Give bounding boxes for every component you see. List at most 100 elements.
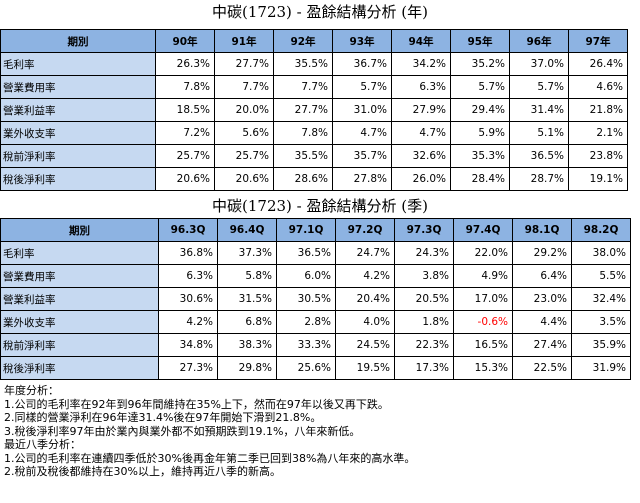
annual-cell: 4.7% [332,121,392,145]
quarterly-cell: 20.4% [335,287,395,311]
quarterly-cell: 6.8% [217,310,277,334]
annual-cell: 23.8% [568,144,628,168]
quarterly-cell: 20.5% [394,287,454,311]
quarterly-row-label: 稅後淨利率 [0,356,159,380]
notes-quarterly-heading: 最近八季分析： [4,438,81,451]
quarterly-cell: 17.3% [394,356,454,380]
annual-cell: 36.5% [509,144,569,168]
quarterly-cell: 4.2% [158,310,218,334]
annual-row: 營業利益率 18.5% 20.0% 27.7% 31.0% 27.9% 29.4% 31.4%… [0,98,628,122]
quarterly-col-header: 96.4Q [217,218,277,242]
annual-cell: 26.3% [155,52,215,76]
quarterly-cell: 4.0% [335,310,395,334]
annual-row-label: 稅後淨利率 [0,167,156,191]
quarterly-col-header: 98.2Q [571,218,631,242]
annual-cell: 21.8% [568,98,628,122]
quarterly-row: 稅前淨利率 34.8% 38.3% 33.3% 24.5% 22.3% 16.5% 27.4%… [0,333,631,357]
quarterly-col-header: 98.1Q [512,218,572,242]
annual-cell: 34.2% [391,52,451,76]
quarterly-cell: 30.5% [276,287,336,311]
annual-col-header: 94年 [391,29,451,53]
annual-col-header: 93年 [332,29,392,53]
annual-cell: 31.0% [332,98,392,122]
notes-line: 1.公司的毛利率在連續四季低於30%後再金年第二季已回到38%為八年來的高水準。 [4,451,416,465]
quarterly-cell: 36.8% [158,241,218,265]
annual-cell: 35.7% [332,144,392,168]
annual-cell: 20.0% [214,98,274,122]
annual-cell: 27.7% [273,98,333,122]
analysis-notes: 年度分析： 1.公司的毛利率在92年到96年間維持在35%上下，然而在97年以後… [4,384,636,479]
notes-line: 3.稅後淨利率97年由於業內與業外都不如預期跌到19.1%，八年來新低。 [4,424,361,438]
annual-cell: 37.0% [509,52,569,76]
quarterly-cell: 17.0% [453,287,513,311]
quarterly-cell: 36.5% [276,241,336,265]
annual-cell: 28.7% [509,167,569,191]
annual-row: 毛利率 26.3% 27.7% 35.5% 36.7% 34.2% 35.2% 37.0% 26… [0,52,628,76]
annual-cell: 7.7% [273,75,333,99]
quarterly-col-header: 96.3Q [158,218,218,242]
quarterly-cell: 24.5% [335,333,395,357]
annual-cell: 5.7% [509,75,569,99]
quarterly-cell: 23.0% [512,287,572,311]
annual-cell: 28.6% [273,167,333,191]
annual-cell: 26.0% [391,167,451,191]
quarterly-cell: 35.9% [571,333,631,357]
annual-cell: 26.4% [568,52,628,76]
annual-row-label: 營業費用率 [0,75,156,99]
quarterly-cell: 38.0% [571,241,631,265]
annual-cell: 4.7% [391,121,451,145]
annual-cell: 35.2% [450,52,510,76]
annual-cell: 36.7% [332,52,392,76]
annual-cell: 7.2% [155,121,215,145]
quarterly-cell: -0.6% [453,310,513,334]
annual-cell: 5.7% [450,75,510,99]
annual-cell: 20.6% [155,167,215,191]
quarterly-cell: 5.5% [571,264,631,288]
annual-cell: 35.5% [273,144,333,168]
quarterly-cell: 32.4% [571,287,631,311]
quarterly-row: 毛利率 36.8% 37.3% 36.5% 24.7% 24.3% 22.0% 29.2% 38… [0,241,631,265]
annual-row: 營業費用率 7.8% 7.7% 7.7% 5.7% 6.3% 5.7% 5.7% 4.6% [0,75,628,99]
quarterly-cell: 4.9% [453,264,513,288]
quarterly-cell: 15.3% [453,356,513,380]
quarterly-cell: 31.9% [571,356,631,380]
quarterly-row-label: 稅前淨利率 [0,333,159,357]
quarterly-cell: 38.3% [217,333,277,357]
quarterly-cell: 22.3% [394,333,454,357]
annual-cell: 5.6% [214,121,274,145]
notes-line: 1.公司的毛利率在92年到96年間維持在35%上下，然而在97年以後又再下跌。 [4,397,389,411]
quarterly-row-label: 業外收支率 [0,310,159,334]
quarterly-cell: 24.3% [394,241,454,265]
annual-col-header: 96年 [509,29,569,53]
quarterly-cell: 33.3% [276,333,336,357]
annual-row: 業外收支率 7.2% 5.6% 7.8% 4.7% 4.7% 5.9% 5.1% 2.1% [0,121,628,145]
quarterly-cell: 27.3% [158,356,218,380]
quarterly-cell: 31.5% [217,287,277,311]
quarterly-col-header: 97.4Q [453,218,513,242]
annual-row-label: 業外收支率 [0,121,156,145]
annual-cell: 2.1% [568,121,628,145]
annual-cell: 25.7% [214,144,274,168]
annual-cell: 5.9% [450,121,510,145]
annual-cell: 6.3% [391,75,451,99]
quarterly-margin-table: 期別 96.3Q 96.4Q 97.1Q 97.2Q 97.3Q 97.4Q 9… [0,218,631,380]
annual-col-header: 97年 [568,29,628,53]
quarterly-cell: 19.5% [335,356,395,380]
quarterly-cell: 2.8% [276,310,336,334]
annual-col-header: 91年 [214,29,274,53]
quarterly-period-header: 期別 [0,218,159,242]
quarterly-cell: 4.4% [512,310,572,334]
annual-header-row: 期別 90年 91年 92年 93年 94年 95年 96年 97年 [0,29,628,53]
annual-cell: 27.7% [214,52,274,76]
annual-cell: 20.6% [214,167,274,191]
quarterly-cell: 29.8% [217,356,277,380]
annual-cell: 7.7% [214,75,274,99]
annual-col-header: 92年 [273,29,333,53]
quarterly-cell: 4.2% [335,264,395,288]
notes-annual-heading: 年度分析： [4,384,59,397]
annual-period-header: 期別 [0,29,156,53]
quarterly-row-label: 毛利率 [0,241,159,265]
quarterly-cell: 1.8% [394,310,454,334]
annual-cell: 35.5% [273,52,333,76]
quarterly-cell: 25.6% [276,356,336,380]
